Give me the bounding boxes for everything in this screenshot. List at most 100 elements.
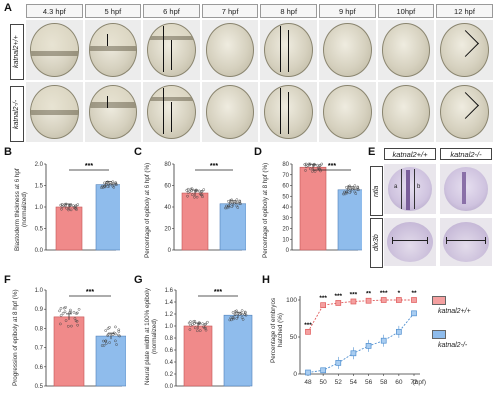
data-dot	[102, 339, 105, 343]
panel-label-h: H	[262, 274, 270, 286]
significance-label: **	[366, 291, 372, 298]
data-dot	[346, 188, 350, 191]
data-dot	[104, 339, 108, 343]
data-dot	[348, 191, 352, 195]
data-dot	[354, 192, 358, 195]
data-dot	[202, 188, 206, 191]
y-tick-label: 1.4	[165, 300, 174, 306]
data-dot	[198, 322, 201, 325]
y-tick-label: 60	[282, 184, 289, 190]
data-dot	[111, 182, 115, 186]
panel-e-ntla-wt: a b	[384, 164, 436, 214]
data-dot	[185, 189, 189, 192]
row-label-mut: katnal2-/-	[10, 86, 24, 142]
embryo-image	[26, 82, 83, 142]
data-dot	[193, 319, 197, 323]
y-tick-label: 0.8	[165, 336, 174, 342]
data-point	[350, 350, 357, 357]
data-dot	[240, 309, 244, 312]
data-dot	[309, 167, 312, 171]
data-point	[305, 328, 311, 335]
y-tick-label: 30	[282, 216, 289, 222]
x-tick-label: 60	[395, 379, 403, 386]
embryo-image	[84, 20, 142, 80]
data-dot	[227, 199, 230, 203]
embryo-image	[201, 82, 259, 142]
embryo-image	[260, 20, 317, 80]
data-dot	[224, 206, 227, 210]
significance-label: ***	[380, 290, 388, 297]
y-tick-label: 0.8	[35, 326, 44, 332]
data-dot	[187, 321, 191, 325]
bar	[223, 314, 253, 387]
data-dot	[59, 306, 63, 310]
data-dot	[206, 320, 209, 324]
data-dot	[304, 162, 308, 166]
data-dot	[232, 317, 235, 321]
data-point	[396, 297, 402, 303]
x-tick-label: 72	[410, 379, 418, 386]
data-dot	[70, 324, 73, 328]
data-dot	[320, 162, 324, 166]
data-dot	[114, 332, 117, 336]
x-tick-label: 50	[320, 379, 328, 386]
panel-f-ylabel: Progression of epiboly at 8 hpf (%)	[12, 289, 19, 387]
data-point	[320, 302, 326, 309]
data-dot	[115, 343, 118, 346]
data-dot	[59, 322, 62, 326]
data-dot	[69, 204, 72, 207]
y-tick-label: 0.5	[35, 384, 44, 390]
y-tick-label: 100	[286, 297, 297, 304]
panel-label-g: G	[134, 274, 143, 286]
data-dot	[104, 342, 108, 345]
stage-header: 7 hpf	[201, 4, 259, 18]
data-dot	[230, 205, 234, 209]
y-tick-label: 80	[282, 162, 289, 168]
data-dot	[101, 184, 104, 188]
data-dot	[233, 313, 237, 317]
data-point	[350, 298, 357, 305]
data-dot	[111, 180, 115, 184]
panel-label-b: B	[4, 146, 12, 158]
panel-e-dlx3b-mut	[440, 218, 492, 266]
data-dot	[230, 198, 234, 202]
data-dot	[189, 320, 192, 324]
stage-header: 4.3 hpf	[26, 4, 83, 18]
data-dot	[306, 164, 310, 167]
stage-header: 5 hpf	[84, 4, 142, 18]
y-tick-label: 50	[290, 334, 298, 341]
data-dot	[59, 203, 63, 207]
legend-label-mut: katnal2-/-	[438, 342, 468, 349]
significance-label: ***	[334, 293, 342, 300]
panel-label-f: F	[4, 274, 11, 286]
y-tick-label: 0.9	[35, 307, 44, 313]
y-tick-label: 40	[164, 205, 171, 211]
data-dot	[239, 312, 243, 315]
data-dot	[108, 341, 111, 344]
data-dot	[311, 170, 314, 173]
panel-g-chart: 0.0 0.2 0.4 0.6 0.8 1.0 1.2 1.4 1.6 ***	[165, 288, 253, 390]
data-dot	[201, 322, 204, 326]
data-dot	[318, 164, 321, 168]
data-dot	[198, 329, 202, 332]
data-dot	[308, 162, 312, 166]
data-dot	[110, 182, 114, 185]
data-dot	[202, 325, 205, 329]
data-dot	[229, 201, 232, 205]
data-dot	[342, 192, 345, 196]
y-tick-label: 0.7	[35, 346, 44, 352]
data-dot	[315, 163, 319, 167]
data-dot	[353, 184, 357, 188]
data-point	[411, 297, 417, 303]
panel-e-row-dlx3b: dlx3b	[370, 218, 383, 268]
data-dot	[106, 327, 110, 330]
data-dot	[239, 202, 242, 206]
bar	[337, 189, 362, 251]
data-dot	[243, 313, 247, 317]
y-tick-label: 0	[286, 248, 290, 254]
data-dot	[345, 185, 348, 189]
embryo-image	[26, 20, 83, 80]
y-tick-label: 10	[282, 237, 289, 243]
bar	[183, 325, 213, 387]
embryo-image	[377, 82, 435, 142]
